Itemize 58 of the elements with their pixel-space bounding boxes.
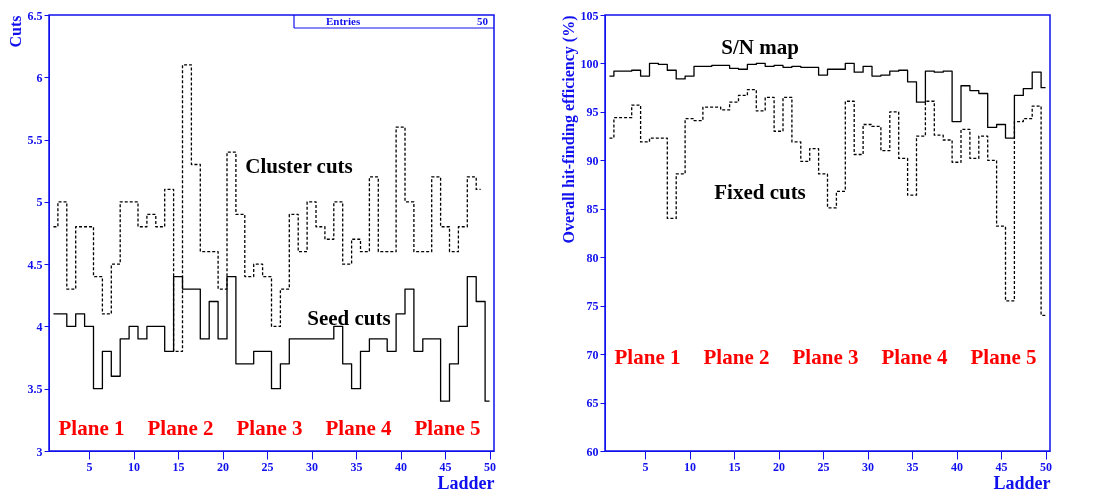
y-tick-label: 60 [586, 444, 599, 459]
x-tick-label: 30 [306, 459, 319, 474]
annotation: Plane 2 [703, 345, 770, 369]
x-tick-label: 25 [261, 459, 274, 474]
y-axis-title: Overall hit-finding efficiency (%) [559, 15, 578, 244]
x-tick-label: 50 [484, 459, 497, 474]
x-tick-label: 15 [728, 459, 741, 474]
x-tick-label: 30 [862, 459, 875, 474]
y-tick-label: 75 [586, 299, 599, 314]
y-tick-label: 95 [586, 105, 599, 120]
series-label: S/N map [721, 35, 799, 59]
y-tick-label: 3 [36, 444, 43, 459]
x-tick-label: 45 [439, 459, 452, 474]
x-tick-label: 10 [684, 459, 697, 474]
annotation: Plane 4 [325, 416, 392, 440]
x-tick-label: 10 [128, 459, 141, 474]
series-label: Seed cuts [307, 306, 391, 330]
annotation: Plane 2 [147, 416, 214, 440]
y-axis-title: Cuts [6, 15, 24, 48]
x-tick-label: 5 [86, 459, 93, 474]
x-axis-title: Ladder [993, 472, 1051, 493]
x-tick-label: 25 [817, 459, 830, 474]
annotation: Entries [326, 15, 361, 27]
x-tick-label: 20 [773, 459, 786, 474]
x-axis-title: Ladder [437, 472, 495, 493]
series-label: Fixed cuts [714, 180, 806, 204]
y-tick-label: 80 [586, 250, 599, 265]
y-tick-label: 90 [586, 153, 599, 168]
y-tick-label: 4.5 [27, 257, 43, 272]
annotation: 50 [477, 15, 489, 27]
y-tick-label: 3.5 [27, 382, 43, 397]
y-tick-label: 5 [36, 195, 43, 210]
annotation: Plane 3 [792, 345, 859, 369]
annotation: Plane 3 [236, 416, 303, 440]
y-tick-label: 65 [586, 396, 599, 411]
x-tick-label: 50 [1040, 459, 1053, 474]
y-tick-label: 70 [586, 347, 599, 362]
annotation: Plane 1 [614, 345, 681, 369]
x-tick-label: 45 [995, 459, 1008, 474]
annotation: Plane 5 [414, 416, 481, 440]
annotation: Plane 1 [58, 416, 125, 440]
x-tick-label: 15 [172, 459, 185, 474]
y-tick-label: 105 [580, 8, 599, 23]
y-tick-label: 6 [36, 70, 43, 85]
y-tick-label: 100 [580, 56, 599, 71]
x-tick-label: 40 [395, 459, 408, 474]
x-tick-label: 35 [350, 459, 363, 474]
series-label: Cluster cuts [245, 154, 353, 178]
annotation: Plane 4 [881, 345, 948, 369]
y-tick-label: 4 [36, 319, 43, 334]
x-tick-label: 20 [217, 459, 230, 474]
y-tick-label: 6.5 [27, 8, 43, 23]
y-tick-label: 5.5 [27, 133, 43, 148]
x-tick-label: 40 [951, 459, 964, 474]
annotation: Plane 5 [970, 345, 1037, 369]
x-tick-label: 35 [906, 459, 919, 474]
x-tick-label: 5 [642, 459, 649, 474]
y-tick-label: 85 [586, 202, 599, 217]
